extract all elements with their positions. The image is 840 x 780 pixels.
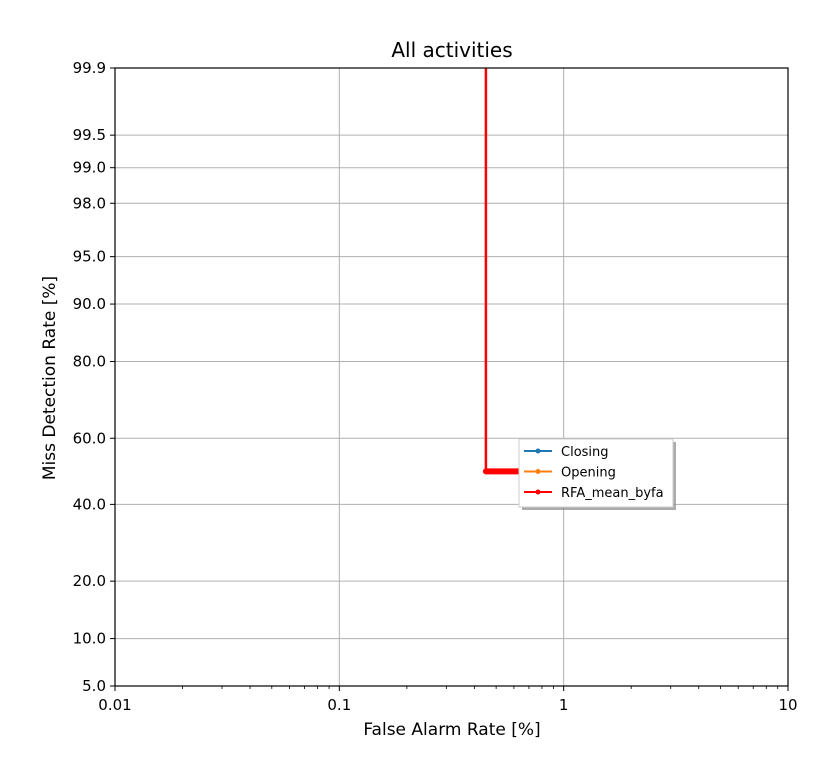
y-tick-label: 99.9 bbox=[73, 59, 106, 77]
y-tick-label: 98.0 bbox=[73, 194, 106, 212]
y-tick-label: 95.0 bbox=[73, 248, 106, 266]
legend-label: Closing bbox=[561, 445, 609, 460]
x-tick-label: 0.01 bbox=[98, 696, 131, 714]
legend-marker bbox=[535, 489, 541, 495]
y-tick-label: 20.0 bbox=[73, 572, 106, 590]
y-tick-label: 60.0 bbox=[73, 429, 106, 447]
y-tick-label: 10.0 bbox=[73, 630, 106, 648]
data-point bbox=[482, 468, 489, 475]
y-axis: 5.0 10.0 20.0 40.0 60.0 80.0 90.0 95.0 98.0 99.0 9… bbox=[73, 59, 115, 695]
x-tick-label: 0.1 bbox=[327, 696, 351, 714]
plot-frame bbox=[114, 67, 789, 687]
x-axis: 0.01 0.1 1 10 bbox=[98, 686, 798, 714]
chart-title: All activities bbox=[391, 38, 512, 62]
y-tick-label: 80.0 bbox=[73, 352, 106, 370]
legend-entry: RFA_mean_byfa bbox=[524, 486, 664, 501]
legend-marker bbox=[535, 469, 541, 474]
legend-entry: Closing bbox=[524, 445, 609, 460]
legend-label: RFA_mean_byfa bbox=[561, 486, 664, 501]
y-tick-label: 40.0 bbox=[73, 495, 106, 513]
x-tick-label: 1 bbox=[559, 696, 569, 714]
y-tick-label: 99.5 bbox=[73, 126, 106, 144]
y-tick-label: 5.0 bbox=[82, 677, 106, 695]
x-tick-label: 10 bbox=[778, 696, 797, 714]
legend-entry: Opening bbox=[524, 466, 616, 481]
y-tick-label: 90.0 bbox=[73, 295, 106, 313]
legend-marker bbox=[535, 448, 541, 454]
y-axis-title: Miss Detection Rate [%] bbox=[40, 276, 60, 480]
legend-label: Opening bbox=[561, 466, 616, 481]
y-tick-label: 99.0 bbox=[73, 159, 106, 177]
legend: Closing Opening RFA_mean_byfa bbox=[518, 438, 676, 510]
x-axis-title: False Alarm Rate [%] bbox=[363, 720, 540, 740]
